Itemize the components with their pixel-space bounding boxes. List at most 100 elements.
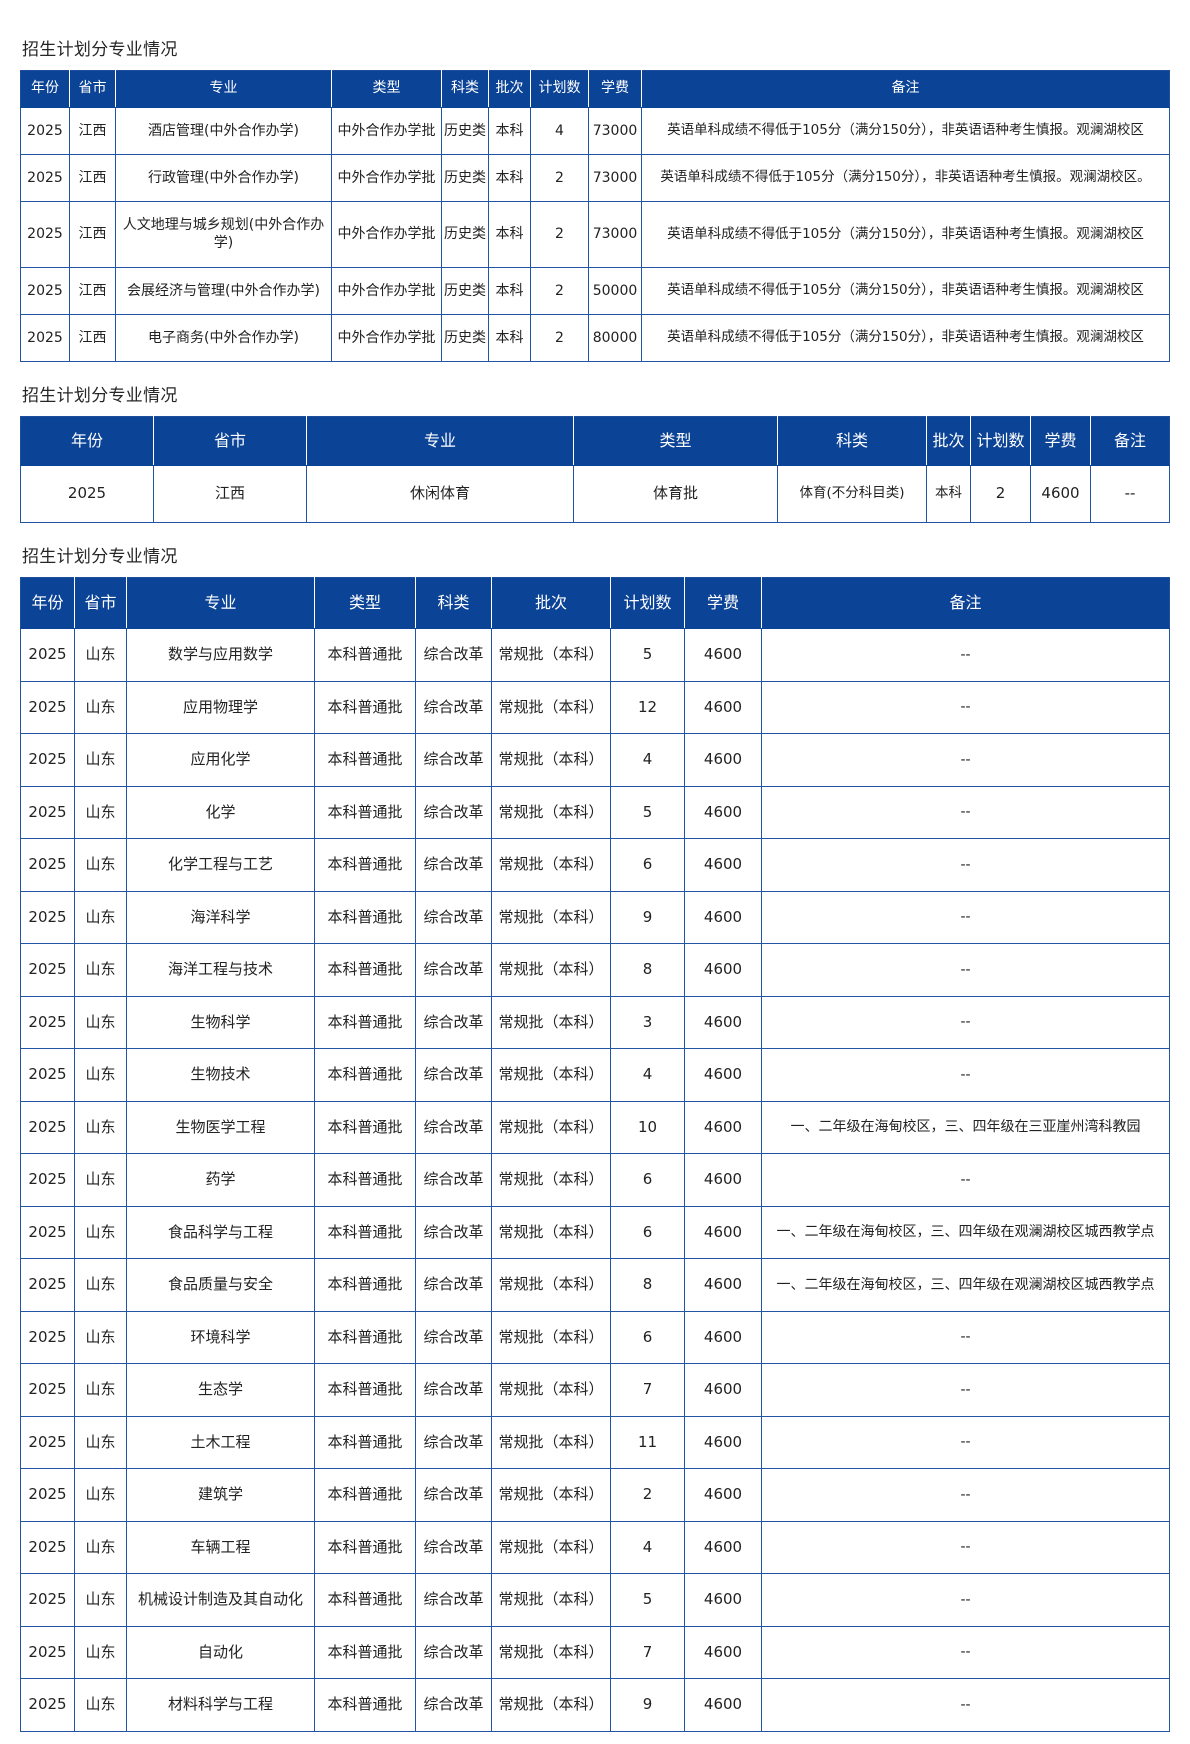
cell-province: 江西 bbox=[69, 266, 116, 315]
cell-major: 食品科学与工程 bbox=[126, 1205, 315, 1260]
cell-province: 山东 bbox=[74, 680, 127, 735]
col-header-type: 类型 bbox=[314, 577, 416, 630]
cell-plan: 9 bbox=[610, 890, 685, 945]
cell-year: 2025 bbox=[20, 680, 75, 735]
cell-type: 本科普通批 bbox=[314, 680, 416, 735]
cell-tuition: 4600 bbox=[684, 1573, 762, 1627]
cell-year: 2025 bbox=[20, 943, 75, 997]
cell-major: 生物医学工程 bbox=[126, 1100, 315, 1155]
cell-type: 本科普通批 bbox=[314, 995, 416, 1050]
cell-subject: 综合改革 bbox=[415, 1048, 492, 1102]
cell-year: 2025 bbox=[20, 1363, 75, 1417]
cell-tuition: 73000 bbox=[588, 106, 642, 156]
cell-type: 本科普通批 bbox=[314, 785, 416, 840]
col-header-major: 专业 bbox=[115, 70, 332, 108]
cell-major: 电子商务(中外合作办学) bbox=[115, 313, 332, 363]
cell-batch: 常规批（本科） bbox=[491, 1153, 611, 1207]
table-row: 2025 江西 会展经济与管理(中外合作办学) 中外合作办学批 历史类 本科 2… bbox=[20, 266, 1170, 315]
cell-tuition: 4600 bbox=[684, 1310, 762, 1365]
col-header-tuition: 学费 bbox=[1030, 416, 1091, 467]
col-header-subject: 科类 bbox=[415, 577, 492, 630]
table-row: 2025 江西 人文地理与城乡规划(中外合作办学) 中外合作办学批 历史类 本科… bbox=[20, 201, 1170, 268]
cell-batch: 本科 bbox=[488, 106, 531, 156]
cell-major: 酒店管理(中外合作办学) bbox=[115, 106, 332, 156]
cell-subject: 历史类 bbox=[441, 106, 489, 156]
col-header-year: 年份 bbox=[20, 416, 154, 467]
cell-plan: 8 bbox=[610, 943, 685, 997]
cell-year: 2025 bbox=[20, 785, 75, 840]
cell-major: 海洋科学 bbox=[126, 890, 315, 945]
cell-tuition: 73000 bbox=[588, 154, 642, 203]
cell-batch: 本科 bbox=[488, 201, 531, 268]
table-row: 2025 山东 应用物理学 本科普通批 综合改革 常规批（本科） 12 4600 -- bbox=[20, 680, 1170, 735]
cell-year: 2025 bbox=[20, 1625, 75, 1680]
cell-tuition: 4600 bbox=[684, 1415, 762, 1470]
table-row: 2025 山东 海洋工程与技术 本科普通批 综合改革 常规批（本科） 8 4600 -- bbox=[20, 943, 1170, 997]
cell-subject: 综合改革 bbox=[415, 733, 492, 787]
cell-major: 数学与应用数学 bbox=[126, 628, 315, 682]
cell-subject: 体育(不分科目类) bbox=[777, 465, 927, 523]
cell-major: 自动化 bbox=[126, 1625, 315, 1680]
cell-remark: -- bbox=[761, 785, 1170, 840]
cell-plan: 4 bbox=[610, 1520, 685, 1575]
cell-major: 行政管理(中外合作办学) bbox=[115, 154, 332, 203]
cell-year: 2025 bbox=[20, 465, 154, 523]
cell-major: 海洋工程与技术 bbox=[126, 943, 315, 997]
cell-subject: 综合改革 bbox=[415, 1573, 492, 1627]
cell-remark: -- bbox=[761, 1468, 1170, 1522]
cell-type: 中外合作办学批 bbox=[331, 154, 442, 203]
cell-province: 山东 bbox=[74, 1310, 127, 1365]
cell-tuition: 4600 bbox=[684, 1153, 762, 1207]
cell-remark: -- bbox=[761, 733, 1170, 787]
cell-plan: 2 bbox=[530, 201, 589, 268]
cell-type: 中外合作办学批 bbox=[331, 266, 442, 315]
cell-type: 本科普通批 bbox=[314, 733, 416, 787]
cell-year: 2025 bbox=[20, 628, 75, 682]
cell-tuition: 4600 bbox=[684, 733, 762, 787]
cell-plan: 4 bbox=[530, 106, 589, 156]
table-header-row: 年份 省市 专业 类型 科类 批次 计划数 学费 备注 bbox=[20, 70, 1170, 108]
table-body-1: 2025 江西 酒店管理(中外合作办学) 中外合作办学批 历史类 本科 4 73… bbox=[20, 106, 1170, 363]
cell-plan: 5 bbox=[610, 628, 685, 682]
cell-batch: 常规批（本科） bbox=[491, 1310, 611, 1365]
cell-plan: 5 bbox=[610, 1573, 685, 1627]
cell-subject: 综合改革 bbox=[415, 1153, 492, 1207]
table-row: 2025 山东 建筑学 本科普通批 综合改革 常规批（本科） 2 4600 -- bbox=[20, 1468, 1170, 1522]
cell-remark: 英语单科成绩不得低于105分（满分150分），非英语语种考生慎报。观澜湖校区 bbox=[641, 313, 1170, 363]
cell-province: 山东 bbox=[74, 1625, 127, 1680]
col-header-remark: 备注 bbox=[1090, 416, 1170, 467]
cell-subject: 综合改革 bbox=[415, 785, 492, 840]
cell-province: 山东 bbox=[74, 995, 127, 1050]
cell-year: 2025 bbox=[20, 1153, 75, 1207]
cell-remark: -- bbox=[761, 943, 1170, 997]
cell-year: 2025 bbox=[20, 1100, 75, 1155]
cell-remark: -- bbox=[761, 1415, 1170, 1470]
cell-province: 山东 bbox=[74, 838, 127, 892]
cell-tuition: 4600 bbox=[684, 1625, 762, 1680]
cell-year: 2025 bbox=[20, 154, 70, 203]
cell-tuition: 4600 bbox=[684, 1678, 762, 1732]
cell-batch: 常规批（本科） bbox=[491, 1258, 611, 1312]
cell-plan: 2 bbox=[530, 154, 589, 203]
table-body-3: 2025 山东 数学与应用数学 本科普通批 综合改革 常规批（本科） 5 4600 -- 2025… bbox=[20, 628, 1170, 1732]
cell-remark: -- bbox=[761, 1363, 1170, 1417]
cell-batch: 常规批（本科） bbox=[491, 733, 611, 787]
col-header-tuition: 学费 bbox=[588, 70, 642, 108]
cell-plan: 6 bbox=[610, 838, 685, 892]
cell-subject: 综合改革 bbox=[415, 680, 492, 735]
cell-province: 山东 bbox=[74, 943, 127, 997]
cell-remark: -- bbox=[761, 1153, 1170, 1207]
cell-remark: -- bbox=[761, 1625, 1170, 1680]
section-title-2: 招生计划分专业情况 bbox=[22, 386, 178, 407]
cell-tuition: 80000 bbox=[588, 313, 642, 363]
cell-batch: 常规批（本科） bbox=[491, 1468, 611, 1522]
table-row: 2025 江西 酒店管理(中外合作办学) 中外合作办学批 历史类 本科 4 73… bbox=[20, 106, 1170, 156]
cell-plan: 6 bbox=[610, 1310, 685, 1365]
cell-remark: -- bbox=[761, 1520, 1170, 1575]
cell-subject: 综合改革 bbox=[415, 1258, 492, 1312]
cell-year: 2025 bbox=[20, 1415, 75, 1470]
col-header-batch: 批次 bbox=[488, 70, 531, 108]
cell-type: 中外合作办学批 bbox=[331, 106, 442, 156]
cell-subject: 综合改革 bbox=[415, 1468, 492, 1522]
cell-type: 本科普通批 bbox=[314, 1100, 416, 1155]
